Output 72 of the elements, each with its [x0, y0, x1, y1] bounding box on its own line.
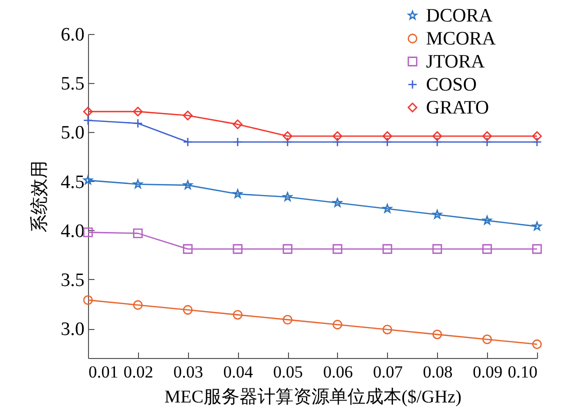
point	[482, 131, 492, 141]
point	[182, 244, 193, 254]
point	[382, 244, 392, 254]
point	[133, 106, 143, 116]
y-tick-label: 4.0	[60, 220, 84, 242]
x-tick-label: 0.04	[223, 362, 254, 382]
point	[182, 305, 193, 315]
x-tick-label: 0.09	[472, 362, 502, 382]
point	[282, 314, 292, 325]
legend-label: GRATO	[426, 98, 489, 118]
point	[182, 137, 193, 147]
legend-label: JTORA	[426, 52, 486, 72]
point	[182, 110, 193, 120]
x-tick-label: 0.06	[323, 362, 353, 382]
point	[332, 131, 342, 141]
point	[532, 222, 542, 230]
point	[432, 210, 442, 219]
x-tick-label: 0.03	[173, 362, 204, 382]
point	[232, 119, 242, 130]
point	[133, 179, 143, 188]
point	[382, 131, 392, 141]
point	[332, 320, 342, 330]
point	[83, 227, 93, 238]
point	[232, 310, 242, 320]
point	[432, 137, 442, 147]
x-tick-label: 0.02	[124, 362, 154, 382]
point	[382, 137, 392, 147]
y-tick-label: 4.5	[60, 172, 84, 193]
point	[133, 228, 143, 238]
point	[232, 137, 242, 147]
x-tick-label: 0.08	[422, 362, 453, 382]
point	[232, 244, 242, 254]
legend-label: MCORA	[426, 28, 496, 50]
y-tick-label: 3.0	[60, 319, 84, 340]
point	[83, 106, 93, 116]
point	[83, 175, 93, 184]
y-tick-label: 3.5	[60, 270, 84, 291]
x-axis-title: MEC服务器计算资源单位成本($/GHz)	[164, 386, 462, 406]
y-tick-label: 5.0	[60, 122, 84, 144]
point	[432, 244, 442, 254]
point	[282, 131, 292, 141]
point	[482, 216, 492, 225]
legend-label: COSO	[426, 74, 477, 96]
legend-label: DCORA	[426, 6, 493, 26]
x-tick-label: 0.05	[273, 362, 303, 382]
point	[133, 300, 143, 310]
x-tick-label: 0.01	[88, 362, 118, 382]
point	[332, 244, 342, 254]
point	[532, 137, 542, 147]
point	[532, 131, 542, 141]
point	[83, 295, 93, 305]
point	[282, 244, 292, 254]
y-axis-title: 系统效用	[28, 160, 49, 232]
point	[432, 131, 442, 141]
x-tick-label: 0.07	[372, 362, 404, 382]
point	[482, 137, 492, 147]
point	[282, 137, 292, 147]
point	[482, 244, 492, 254]
point	[133, 118, 143, 128]
point	[332, 198, 342, 207]
point	[332, 137, 342, 147]
x-tick-label: 0.10	[508, 362, 538, 382]
point	[532, 244, 542, 254]
point	[83, 116, 93, 126]
y-tick-label: 5.5	[60, 74, 84, 95]
point	[183, 180, 192, 190]
point	[382, 324, 392, 334]
point	[282, 192, 292, 202]
point	[532, 339, 542, 350]
point	[482, 334, 492, 344]
y-tick-label: 6.0	[60, 24, 84, 46]
point	[432, 330, 442, 340]
